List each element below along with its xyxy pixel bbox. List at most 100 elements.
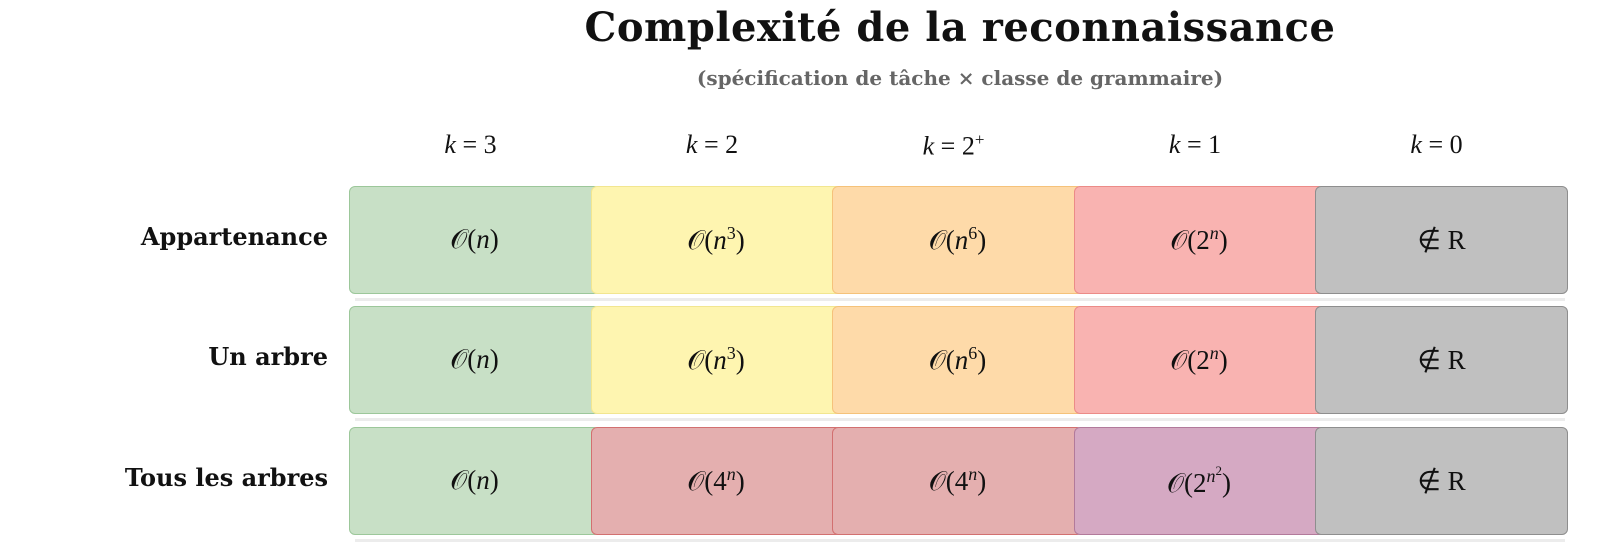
complexity-value: 𝒪(n) [450,224,499,256]
complexity-base: 2 [1196,225,1210,255]
column-var: k [1410,130,1422,159]
complexity-exponent-text: n [1206,465,1216,486]
complexity-cell: 𝒪(2n) [1073,306,1325,414]
complexity-exponent-text: n [1209,343,1219,363]
complexity-cell: 𝒪(n6) [832,186,1083,294]
complexity-exponent-exponent: 2 [1215,462,1223,478]
complexity-exponent: 6 [968,343,977,363]
row-separator [355,418,1565,421]
complexity-base: 4 [713,466,727,496]
complexity-suffix: ) [489,465,499,495]
column-eq: = [697,130,726,159]
complexity-exponent: n2 [1206,462,1223,486]
complexity-exponent-text: 6 [968,223,978,243]
row-separator [355,298,1565,301]
row-label: Tous les arbres [124,463,328,492]
complexity-cell: ∉ R [1315,186,1568,294]
complexity-value: 𝒪(n6) [929,343,987,377]
complexity-base: n [954,345,969,375]
complexity-prefix: ∉ R [1417,465,1466,496]
column-var: k [1168,130,1181,159]
complexity-prefix: 𝒪( [928,225,955,255]
complexity-value: 𝒪(n) [450,344,499,376]
complexity-cell: 𝒪(n6) [832,306,1083,414]
complexity-prefix: 𝒪( [450,344,477,374]
complexity-value: 𝒪(n3) [687,223,745,257]
row-label: Un arbre [208,342,328,371]
column-value: 0 [1449,130,1463,159]
column-value: 1 [1208,130,1222,159]
complexity-exponent-text: 3 [726,223,736,243]
complexity-suffix: ) [977,466,987,496]
complexity-exponent-text: n [726,464,736,484]
column-eq: = [1180,130,1209,159]
complexity-exponent-text: n [968,464,978,484]
complexity-prefix: 𝒪( [928,466,955,496]
complexity-value: 𝒪(2n2) [1167,463,1231,500]
complexity-exponent-text: 3 [726,343,736,363]
complexity-value: 𝒪(n) [450,465,499,497]
column-header: k = 1 [1074,130,1317,160]
complexity-base: n [476,344,490,374]
complexity-cell: 𝒪(4n) [832,427,1083,535]
column-sup: + [974,130,985,149]
complexity-base: n [713,345,727,375]
complexity-suffix: ) [1218,225,1228,255]
complexity-base: 2 [1193,467,1207,498]
column-header: k = 2 [591,130,834,160]
complexity-suffix: ) [735,466,745,496]
complexity-exponent: 3 [727,223,736,243]
complexity-cell: 𝒪(2n) [1073,186,1325,294]
complexity-cell: 𝒪(n3) [590,186,842,294]
column-var: k [685,130,698,159]
complexity-suffix: ) [489,344,499,374]
complexity-exponent: n [727,464,736,484]
complexity-cell: ∉ R [1315,306,1568,414]
column-value: 3 [483,130,497,159]
diagram-title: Complexité de la reconnaissance [584,4,1336,51]
complexity-base: n [476,465,490,495]
row-separator [355,539,1565,542]
complexity-base: 4 [954,466,969,496]
complexity-base: n [954,225,969,255]
column-value: 2 [961,131,975,161]
complexity-exponent: n [968,464,977,484]
column-eq: = [1421,130,1450,159]
complexity-prefix: 𝒪( [450,224,477,254]
complexity-exponent-text: n [1209,223,1219,243]
complexity-value: ∉ R [1417,345,1465,376]
column-eq: = [455,130,484,159]
column-header: k = 2+ [832,130,1075,162]
complexity-value: 𝒪(2n) [1170,223,1228,257]
complexity-prefix: 𝒪( [450,465,477,495]
complexity-base: n [713,225,727,255]
complexity-prefix: 𝒪( [687,466,714,496]
complexity-exponent: n [1210,343,1219,363]
complexity-suffix: ) [977,345,987,375]
complexity-cell: 𝒪(4n) [590,427,842,535]
complexity-value: 𝒪(n3) [687,343,745,377]
complexity-prefix: ∉ R [1417,344,1466,375]
complexity-cell: ∉ R [1315,427,1568,535]
complexity-value: 𝒪(n6) [929,223,987,257]
complexity-cell: 𝒪(n) [349,306,600,414]
complexity-value: 𝒪(4n) [687,464,745,498]
complexity-prefix: 𝒪( [1166,467,1193,498]
row-label: Appartenance [140,222,328,251]
column-eq: = [934,131,962,161]
complexity-prefix: ∉ R [1417,224,1466,255]
complexity-prefix: 𝒪( [1170,225,1197,255]
complexity-exponent: 3 [727,343,736,363]
column-value: 2 [725,130,739,159]
complexity-suffix: ) [977,225,987,255]
complexity-cell: 𝒪(n3) [590,306,842,414]
complexity-cell: 𝒪(2n2) [1073,427,1325,535]
complexity-cell: 𝒪(n) [349,186,600,294]
diagram-subtitle: (spécification de tâche × classe de gram… [696,66,1224,90]
complexity-value: ∉ R [1417,225,1465,256]
complexity-suffix: ) [1218,345,1228,375]
complexity-suffix: ) [735,225,745,255]
complexity-exponent: 6 [968,223,977,243]
complexity-suffix: ) [735,345,745,375]
complexity-suffix: ) [489,224,499,254]
